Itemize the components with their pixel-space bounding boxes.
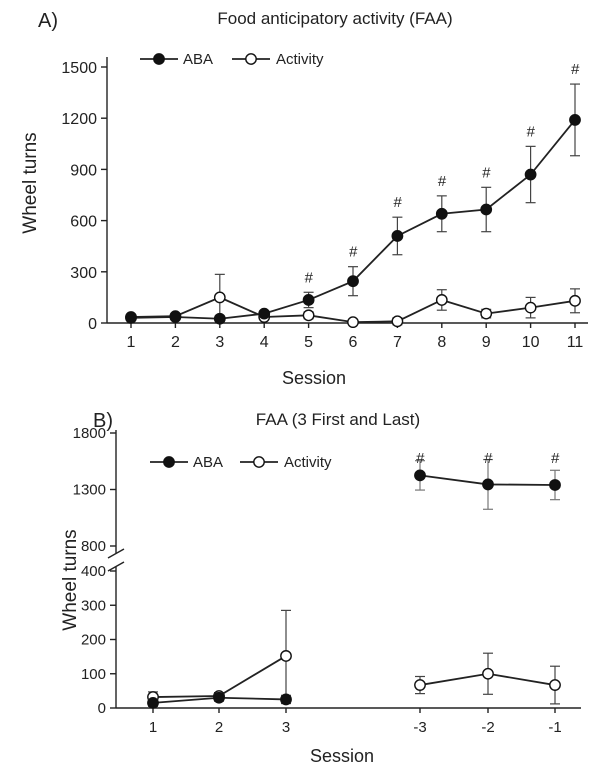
panel-b-axis-break-mark [107,548,125,559]
panel-b-y-tick-label: 1800 [73,425,106,442]
panel-a-point-aba [391,230,404,242]
panel-a-point-aba [125,311,137,324]
panel-b-point-aba [482,478,494,491]
panel-a-plot: 0 300 600 900 1200 1500 1 2 3 4 5 6 7 8 9 10 11 # # # # # # # [61,57,588,351]
panel-a-legend: ABA Activity [140,51,324,68]
panel-a-significance-marker: # [393,194,402,211]
panel-a-point-activity [213,291,226,304]
panel-a-point-aba [258,307,271,320]
panel-b-point-aba [213,691,225,704]
panel-a-y-tick-label: 1500 [61,60,97,77]
panel-a-label: A) [38,10,58,32]
panel-a-point-activity [391,315,404,328]
panel-b-y-tick-label: 800 [81,538,106,555]
panel-b-significance-marker: # [551,450,560,467]
panel-a-point-activity [435,294,448,306]
panel-a-significance-marker: # [304,269,313,286]
panel-b-significance-marker: # [484,450,493,467]
panel-a-x-tick-label: 9 [482,334,491,351]
panel-b-plot: 0 100 200 300 400 800 1300 1800 1 2 3 -3 -2 -1 # # # [73,425,581,736]
panel-b-x-tick-label: -1 [548,719,561,736]
panel-a-point-aba [302,294,315,306]
panel-a-x-tick-label: 6 [349,334,358,351]
panel-a-point-aba [213,312,226,325]
panel-a-x-tick-label: 7 [393,334,402,351]
panel-a-x-tick-label: 1 [127,334,136,351]
panel-b-point-aba [549,479,561,491]
panel-a-x-tick-label: 11 [567,334,584,351]
panel-b-significance-marker: # [416,450,425,467]
panel-a-xlabel: Session [282,368,346,388]
legend-b-activity-marker [253,456,265,468]
panel-a-y-tick-label: 600 [70,214,97,231]
legend-b-aba-marker [163,456,175,468]
panel-b-point-activity [280,650,292,662]
panel-a-y-tick-label: 1200 [61,111,97,128]
panel-a-significance-marker: # [438,173,447,190]
panel-a-y-tick-label: 0 [88,316,97,333]
panel-b-y-tick-label: 300 [81,597,106,614]
panel-a-point-activity [347,316,359,329]
panel-a-x-tick-label: 3 [215,334,224,351]
panel-b-legend: ABA Activity [150,454,332,471]
panel-b-x-tick-label: 2 [215,719,223,736]
legend-a-aba-marker [153,53,165,65]
panel-a-x-tick-label: 10 [522,334,540,351]
panel-a-y-tick-label: 300 [70,265,97,282]
panel-a-point-aba [435,207,448,220]
panel-a-x-tick-label: 5 [304,334,313,351]
panel-b-y-tick-label: 100 [81,666,106,683]
panel-b-point-aba [414,469,426,482]
panel-b-point-activity [482,667,494,680]
panel-a-point-aba [169,311,182,323]
panel-b-axis-break-mark [107,561,125,572]
panel-a-significance-marker: # [571,61,580,78]
panel-b-x-tick-label: -2 [481,719,494,736]
panel-b-x-tick-label: -3 [413,719,426,736]
panel-b-x-tick-label: 1 [149,719,157,736]
panel-b-ylabel: Wheel turns [60,529,81,630]
legend-b-aba-label: ABA [193,454,223,471]
legend-a-activity-label: Activity [276,51,324,68]
panel-b-point-aba [147,696,159,709]
panel-a-x-tick-label: 4 [260,334,269,351]
panel-a-point-aba [524,168,537,181]
panel-b-point-activity [549,679,561,691]
panel-b-point-activity [414,679,426,691]
panel-a-point-aba [347,275,359,288]
panel-a-point-aba [480,203,493,216]
panel-b-point-aba [280,693,292,706]
panel-a-significance-marker: # [526,123,535,140]
panel-a-significance-marker: # [482,164,491,181]
panel-a-x-tick-label: 8 [437,334,446,351]
panel-a-y-tick-label: 900 [70,162,97,179]
panel-a-ylabel: Wheel turns [20,132,41,233]
panel-b-label: B) [93,410,113,432]
legend-a-activity-marker [245,53,257,65]
panel-b-y-tick-label: 200 [81,632,106,649]
panel-b-xlabel: Session [310,746,374,766]
panel-b-title: FAA (3 First and Last) [256,410,420,429]
panel-a-significance-marker: # [349,244,358,261]
panel-b-y-tick-label: 1300 [73,482,106,499]
panel-a-point-activity [480,307,493,320]
panel-a-x-tick-label: 2 [171,334,180,351]
panel-b-y-tick-label: 0 [98,700,106,717]
panel-b-x-tick-label: 3 [282,719,290,736]
panel-b-y-tick-label: 400 [81,563,106,580]
panel-a-point-activity [302,309,315,322]
panel-a-point-activity [569,294,581,307]
panel-a-point-aba [569,114,581,126]
legend-a-aba-label: ABA [183,51,213,68]
panel-a-title: Food anticipatory activity (FAA) [217,9,452,28]
legend-b-activity-label: Activity [284,454,332,471]
panel-a-point-activity [524,301,537,314]
